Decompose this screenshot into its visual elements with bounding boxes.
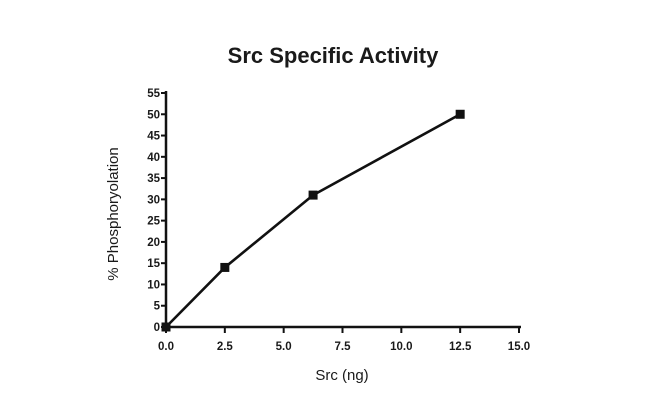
x-tick-label: 10.0: [390, 341, 412, 353]
y-tick-label: 20: [147, 237, 160, 249]
axes: 0 5 10 15 20 25 30 35 40 45 50 55 0.0 2.5 5.0 7.5 10.0 12…: [147, 88, 530, 353]
data-point: [161, 322, 171, 332]
y-tick-label: 40: [147, 152, 160, 164]
series-layer: [161, 109, 465, 332]
x-tick-label: 7.5: [335, 341, 352, 353]
y-tick-label: 25: [147, 216, 160, 228]
data-point: [455, 109, 465, 119]
y-tick-label: 5: [154, 301, 161, 313]
x-tick-label: 2.5: [217, 341, 234, 353]
y-tick-label: 50: [147, 109, 160, 121]
x-tick-label: 0.0: [158, 341, 174, 353]
y-tick-label: 0: [154, 322, 160, 334]
y-tick-label: 30: [147, 194, 160, 206]
x-tick-label: 15.0: [508, 341, 530, 353]
y-tick-label: 10: [147, 279, 160, 291]
x-tick-label: 12.5: [449, 341, 472, 353]
series-line: [165, 113, 461, 328]
y-tick-label: 55: [147, 88, 160, 100]
y-tick-label: 45: [147, 131, 160, 143]
chart-title: Src Specific Activity: [228, 43, 439, 68]
data-point: [220, 262, 230, 272]
y-tick-label: 15: [147, 258, 160, 270]
x-tick-label: 5.0: [276, 341, 292, 353]
data-point: [308, 190, 318, 200]
y-tick-label: 35: [147, 173, 160, 185]
y-axis-label: % Phosphoryolation: [105, 147, 122, 280]
x-axis-label: Src (ng): [315, 367, 368, 384]
